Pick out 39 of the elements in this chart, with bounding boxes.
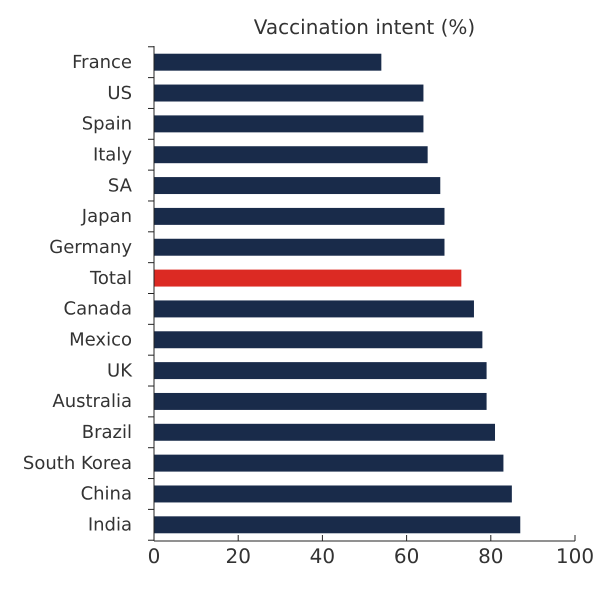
bar bbox=[154, 238, 444, 256]
y-tick-label: Spain bbox=[82, 114, 132, 135]
y-tick-label: Australia bbox=[52, 391, 132, 412]
bar bbox=[154, 54, 382, 71]
bar bbox=[154, 146, 428, 164]
y-tick-label: Italy bbox=[92, 144, 132, 166]
bar bbox=[154, 516, 520, 534]
y-tick-label: Mexico bbox=[69, 330, 132, 351]
x-tick-label: 60 bbox=[394, 544, 420, 568]
x-tick-label: 0 bbox=[148, 544, 160, 568]
x-tick-label: 40 bbox=[310, 544, 336, 568]
bar bbox=[154, 208, 444, 225]
y-tick-label: Japan bbox=[80, 206, 132, 228]
bar bbox=[154, 300, 474, 318]
bar bbox=[154, 424, 496, 441]
y-tick-label: UK bbox=[107, 360, 134, 382]
y-tick-label: Total bbox=[88, 268, 132, 289]
y-tick-label: South Korea bbox=[22, 452, 132, 474]
bar bbox=[154, 270, 462, 287]
x-tick-label: 100 bbox=[556, 544, 594, 568]
y-tick-label: Brazil bbox=[82, 422, 132, 444]
chart-title: Vaccination intent (%) bbox=[254, 15, 476, 39]
bar bbox=[154, 362, 487, 380]
y-tick-label: India bbox=[88, 514, 132, 536]
y-tick-label: China bbox=[80, 484, 132, 505]
y-tick-label: US bbox=[107, 82, 132, 104]
y-tick-label: France bbox=[72, 52, 132, 73]
bar bbox=[154, 177, 440, 194]
y-tick-label: Germany bbox=[49, 237, 132, 258]
bar bbox=[154, 84, 424, 102]
y-tick-label: Canada bbox=[64, 298, 132, 320]
x-tick-label: 20 bbox=[225, 544, 251, 568]
x-tick-label: 80 bbox=[478, 544, 504, 568]
bar bbox=[154, 115, 424, 132]
bar bbox=[154, 392, 487, 410]
bar bbox=[154, 331, 482, 348]
bar bbox=[154, 454, 504, 472]
y-tick-label: SA bbox=[108, 175, 133, 196]
bar bbox=[154, 485, 512, 502]
